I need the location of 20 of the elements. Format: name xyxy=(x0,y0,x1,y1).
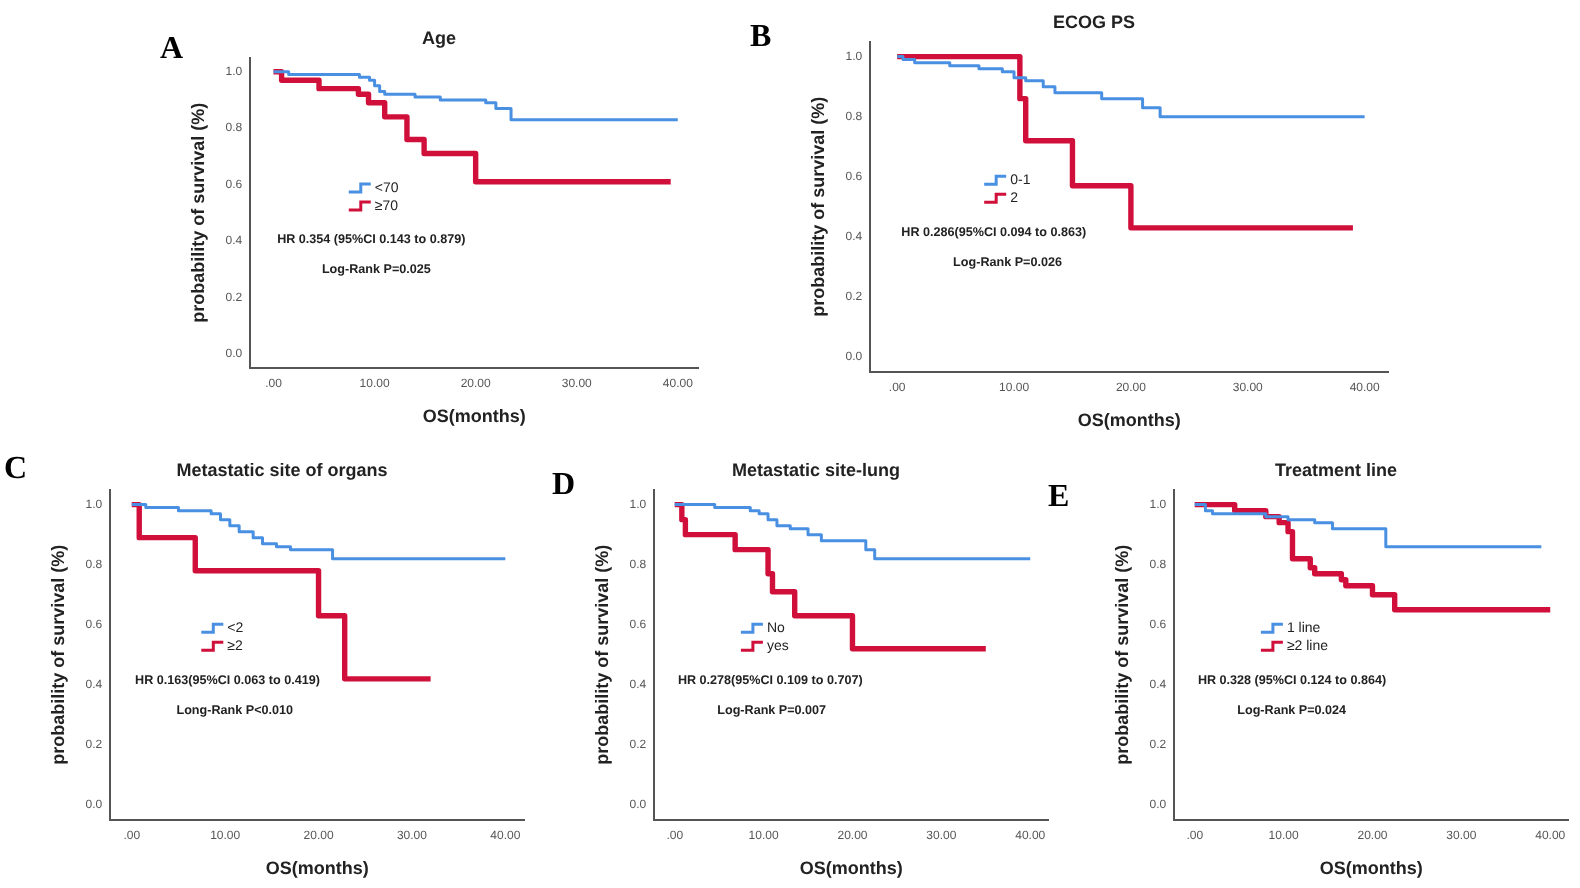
chart-title: Metastatic site-lung xyxy=(731,459,901,480)
y-axis-title: probability of survival (%) xyxy=(47,544,68,765)
text: B xyxy=(750,20,772,56)
x-axis-title: OS(months) xyxy=(1077,410,1181,431)
x-axis-title: OS(months) xyxy=(1319,858,1423,879)
x-axis-title: OS(months) xyxy=(265,858,369,879)
x-axis-title: OS(months) xyxy=(422,406,526,427)
chart-title: Metastatic site of organs xyxy=(176,459,388,480)
chart-title: Age xyxy=(421,27,457,48)
chart-title: ECOG PS xyxy=(1052,11,1136,32)
y-axis-title: probability of survival (%) xyxy=(187,102,208,323)
text: A xyxy=(160,32,184,68)
chart-title: Treatment line xyxy=(1274,459,1398,480)
text: D xyxy=(552,468,576,504)
x-axis-title: OS(months) xyxy=(799,858,903,879)
text: C xyxy=(4,452,28,488)
annotation: E xyxy=(1048,480,1070,516)
y-axis-title: probability of survival (%) xyxy=(1111,544,1132,765)
y-axis-title: probability of survival (%) xyxy=(807,96,828,317)
y-axis-title: probability of survival (%) xyxy=(591,544,612,765)
